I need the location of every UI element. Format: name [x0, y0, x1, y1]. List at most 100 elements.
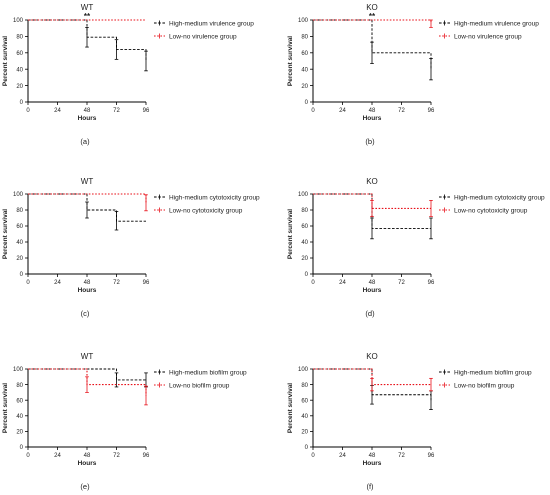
chart-title: WT — [81, 352, 94, 361]
panel-label: (e) — [80, 482, 90, 491]
y-tick-label: 40 — [301, 240, 308, 246]
y-tick-label: 100 — [13, 18, 24, 24]
x-tick-label: 0 — [311, 280, 315, 286]
y-axis-label: Percent survival — [2, 383, 9, 433]
x-tick-label: 24 — [339, 280, 346, 286]
chart-title: KO — [366, 352, 378, 361]
y-axis-label: Percent survival — [2, 209, 9, 259]
chart-panel: KO 0 20 40 60 80 100 0 24 48 72 96 Hours Percent surv… — [287, 352, 532, 491]
y-tick-label: 60 — [301, 51, 308, 57]
y-tick-label: 80 — [301, 383, 308, 389]
x-axis-label: Hours — [363, 115, 382, 122]
y-tick-label: 40 — [16, 414, 23, 420]
x-tick-label: 0 — [26, 108, 30, 114]
y-tick-label: 0 — [20, 100, 24, 106]
legend-label: Low-no biofilm group — [454, 382, 515, 389]
chart-panel: WT 0 20 40 60 80 100 0 24 48 72 96 Hours Percent surv… — [2, 3, 254, 146]
survival-curve — [313, 368, 431, 386]
x-tick-label: 96 — [428, 108, 435, 114]
x-tick-label: 96 — [143, 108, 150, 114]
chart-panel: KO 0 20 40 60 80 100 0 24 48 72 96 Hours Percent surv… — [287, 3, 539, 146]
x-tick-label: 24 — [54, 108, 61, 114]
y-axis-label: Percent survival — [287, 209, 294, 259]
significance-marker: ** — [84, 12, 91, 21]
legend-label: Low-no virulence group — [169, 33, 237, 40]
y-tick-label: 60 — [301, 398, 308, 404]
x-tick-label: 72 — [398, 453, 405, 459]
y-axis-label: Percent survival — [2, 36, 9, 86]
y-tick-label: 60 — [16, 51, 23, 57]
x-tick-label: 0 — [311, 453, 315, 459]
survival-curve — [313, 193, 431, 209]
y-tick-label: 100 — [13, 367, 24, 373]
y-tick-label: 0 — [305, 445, 309, 451]
legend-label: High-medium virulence group — [169, 20, 254, 27]
panel-label: (d) — [365, 309, 375, 318]
y-tick-label: 0 — [305, 100, 309, 106]
chart-title: KO — [366, 177, 378, 186]
survival-curve — [28, 193, 146, 222]
y-tick-label: 20 — [301, 84, 308, 90]
x-tick-label: 0 — [311, 108, 315, 114]
significance-marker: ** — [369, 12, 376, 21]
y-tick-label: 80 — [301, 35, 308, 41]
x-tick-label: 72 — [398, 108, 405, 114]
y-tick-label: 80 — [16, 35, 23, 41]
x-tick-label: 48 — [84, 108, 91, 114]
legend-label: Low-no virulence group — [454, 33, 522, 40]
x-tick-label: 48 — [84, 280, 91, 286]
x-tick-label: 24 — [339, 453, 346, 459]
x-tick-label: 48 — [369, 108, 376, 114]
panel-label: (b) — [365, 137, 375, 146]
panel-label: (f) — [366, 482, 374, 491]
panel-label: (c) — [81, 309, 90, 318]
y-tick-label: 80 — [301, 208, 308, 214]
x-tick-label: 96 — [428, 453, 435, 459]
x-tick-label: 72 — [398, 280, 405, 286]
x-axis-label: Hours — [78, 460, 97, 467]
y-tick-label: 40 — [16, 67, 23, 73]
x-tick-label: 96 — [143, 280, 150, 286]
legend-label: Low-no cytotoxicity group — [169, 207, 243, 214]
y-tick-label: 80 — [16, 208, 23, 214]
y-tick-label: 0 — [305, 272, 309, 278]
x-tick-label: 0 — [26, 280, 30, 286]
x-axis-label: Hours — [363, 460, 382, 467]
y-tick-label: 20 — [16, 256, 23, 262]
x-tick-label: 72 — [113, 453, 120, 459]
y-tick-label: 0 — [20, 272, 24, 278]
x-axis-label: Hours — [78, 287, 97, 294]
y-tick-label: 20 — [16, 84, 23, 90]
y-axis-label: Percent survival — [287, 383, 294, 433]
chart-title: KO — [366, 3, 378, 12]
y-tick-label: 20 — [301, 256, 308, 262]
x-axis-label: Hours — [78, 115, 97, 122]
y-tick-label: 40 — [16, 240, 23, 246]
survival-curve — [28, 193, 147, 203]
x-tick-label: 48 — [84, 453, 91, 459]
x-tick-label: 24 — [54, 453, 61, 459]
y-tick-label: 80 — [16, 383, 23, 389]
x-tick-label: 0 — [26, 453, 30, 459]
y-tick-label: 60 — [16, 224, 23, 230]
legend-label: High-medium biofilm group — [454, 369, 532, 376]
x-tick-label: 48 — [369, 453, 376, 459]
y-tick-label: 100 — [298, 192, 309, 198]
legend-label: High-medium cytotoxicity group — [169, 194, 260, 201]
y-tick-label: 60 — [16, 398, 23, 404]
x-tick-label: 96 — [143, 453, 150, 459]
y-tick-label: 0 — [20, 445, 24, 451]
legend-label: Low-no cytotoxicity group — [454, 207, 528, 214]
chart-panel: WT 0 20 40 60 80 100 0 24 48 72 96 Hours Percent surv… — [2, 352, 247, 491]
x-tick-label: 24 — [54, 280, 61, 286]
chart-title: WT — [81, 3, 94, 12]
legend-label: High-medium biofilm group — [169, 369, 247, 376]
y-tick-label: 40 — [301, 414, 308, 420]
x-tick-label: 24 — [339, 108, 346, 114]
chart-panel: KO 0 20 40 60 80 100 0 24 48 72 96 Hours Percent surv… — [287, 177, 545, 318]
panel-label: (a) — [80, 137, 90, 146]
x-tick-label: 48 — [369, 280, 376, 286]
legend-label: Low-no biofilm group — [169, 382, 230, 389]
legend-label: High-medium virulence group — [454, 20, 539, 27]
